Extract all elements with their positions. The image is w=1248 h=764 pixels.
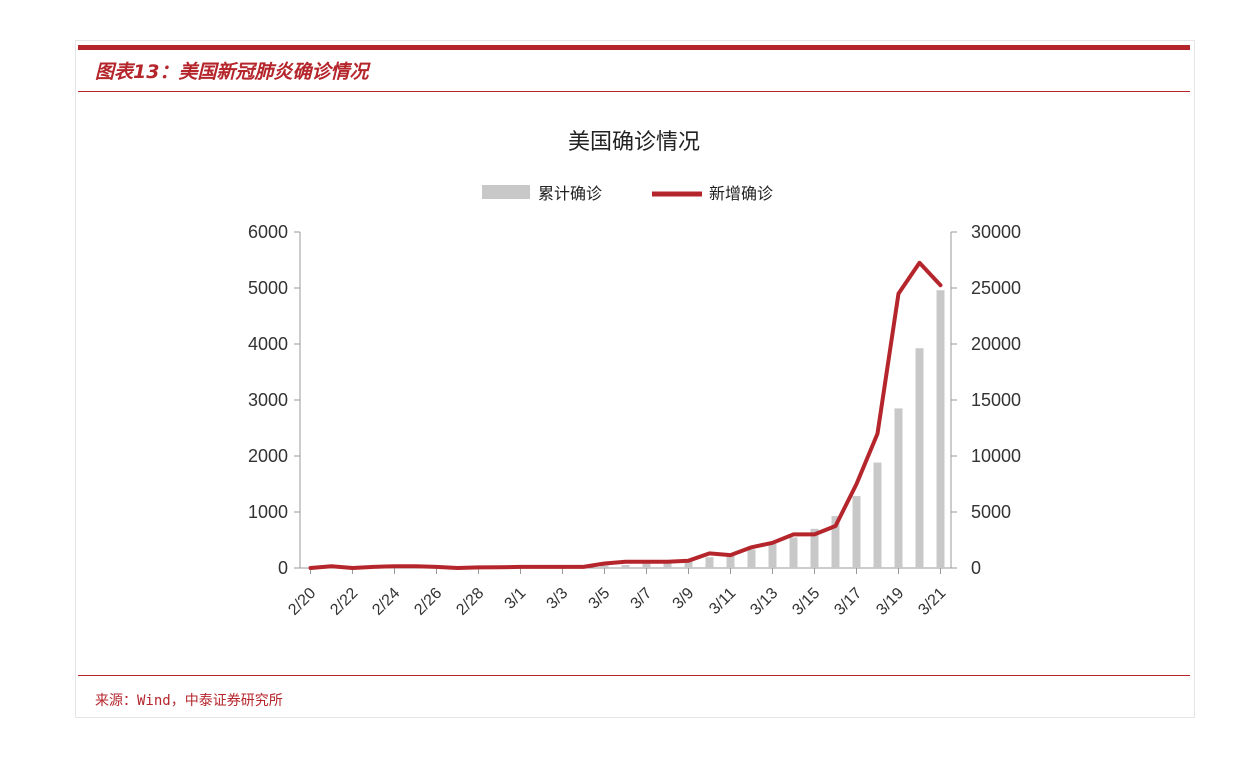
left-tick-label: 1000 <box>248 502 288 522</box>
x-tick-label: 3/21 <box>915 585 949 619</box>
bar-cumulative-3/19 <box>894 408 903 568</box>
caption-divider <box>78 91 1190 92</box>
x-tick-label: 3/11 <box>706 585 739 618</box>
x-tick-label: 3/9 <box>670 585 698 613</box>
chart-title: 美国确诊情况 <box>568 130 700 155</box>
bar-cumulative-3/12 <box>747 549 756 568</box>
legend-label-cumulative: 累计确诊 <box>538 184 602 203</box>
right-tick-label: 15000 <box>971 390 1021 410</box>
source-note: 来源：Wind，中泰证券研究所 <box>95 693 283 709</box>
x-tick-label: 3/19 <box>873 585 907 619</box>
bar-cumulative-3/10 <box>705 557 714 568</box>
bar-cumulative-3/21 <box>936 290 945 568</box>
bar-cumulative-3/16 <box>831 516 840 568</box>
bar-cumulative-3/11 <box>726 553 735 568</box>
right-tick-label: 0 <box>971 558 981 578</box>
top-rule <box>78 45 1190 50</box>
right-tick-label: 10000 <box>971 446 1021 466</box>
bar-cumulative-3/5 <box>600 565 609 568</box>
x-tick-label: 2/20 <box>285 585 319 619</box>
x-tick-label: 3/15 <box>789 585 823 619</box>
bar-cumulative-3/14 <box>789 537 798 568</box>
left-tick-label: 0 <box>278 558 288 578</box>
bar-cumulative-3/7 <box>642 563 651 568</box>
source-divider <box>78 675 1190 676</box>
bar-cumulative-3/17 <box>852 496 861 568</box>
x-tick-label: 2/26 <box>411 585 445 619</box>
bar-cumulative-3/6 <box>621 565 630 568</box>
line-new-cases <box>308 260 943 570</box>
right-tick-label: 5000 <box>971 502 1011 522</box>
x-tick-label: 2/24 <box>369 585 403 619</box>
right-tick-label: 30000 <box>971 222 1021 242</box>
legend-label-new: 新增确诊 <box>709 184 773 203</box>
figure-frame <box>75 40 1195 718</box>
legend: 累计确诊 新增确诊 <box>482 184 773 203</box>
bar-cumulative-3/20 <box>915 348 924 568</box>
right-tick-label: 20000 <box>971 334 1021 354</box>
bar-cumulative-3/9 <box>684 561 693 568</box>
x-tick-label: 3/3 <box>544 585 572 613</box>
left-tick-label: 4000 <box>248 334 288 354</box>
bar-cumulative-3/18 <box>873 462 882 568</box>
bar-series <box>306 290 945 568</box>
figure-caption: 图表13：美国新冠肺炎确诊情况 <box>95 61 369 83</box>
bar-cumulative-3/15 <box>810 528 819 568</box>
left-tick-label: 5000 <box>248 278 288 298</box>
bar-cumulative-3/13 <box>768 543 777 568</box>
left-tick-label: 2000 <box>248 446 288 466</box>
x-tick-label: 3/17 <box>831 585 865 619</box>
x-tick-label: 3/13 <box>747 585 781 619</box>
bar-cumulative-3/8 <box>663 562 672 568</box>
x-tick-label: 2/28 <box>453 585 487 619</box>
x-tick-label: 3/5 <box>586 585 614 613</box>
legend-swatch-cumulative <box>482 185 530 199</box>
left-tick-label: 3000 <box>248 390 288 410</box>
x-tick-label: 3/7 <box>628 585 656 613</box>
right-tick-label: 25000 <box>971 278 1021 298</box>
x-tick-label: 3/1 <box>502 585 530 613</box>
line-series <box>308 260 943 570</box>
x-tick-label: 2/22 <box>327 585 361 619</box>
left-tick-label: 6000 <box>248 222 288 242</box>
